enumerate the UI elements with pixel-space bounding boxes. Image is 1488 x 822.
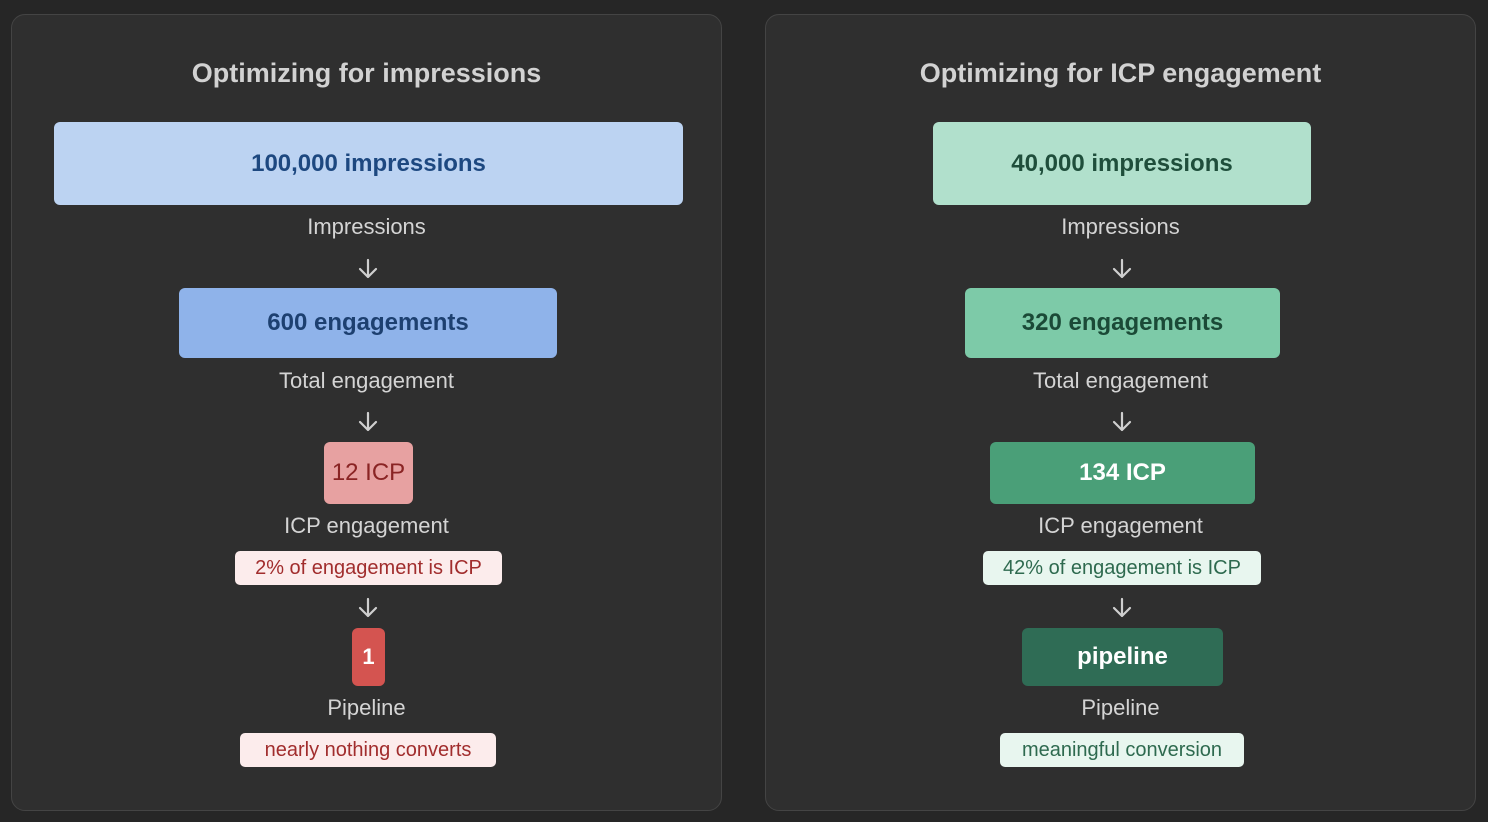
pipeline-label: Pipeline [1081,695,1160,720]
panel-title: Optimizing for impressions [191,58,542,88]
engagement-box: 320 engagements [965,288,1280,358]
engagement-label: Total engagement [1033,368,1208,393]
impressions-box: 100,000 impressions [54,122,683,205]
pipeline-note-badge: meaningful conversion [1000,733,1244,767]
icp-label: ICP engagement [1038,513,1203,538]
impressions-panel: Optimizing for impressions 100,000 impre… [11,14,722,811]
icp-box: 134 ICP [990,442,1255,504]
icp-label: ICP engagement [284,513,449,538]
down-arrow-icon [356,257,380,281]
engagement-label: Total engagement [279,368,454,393]
down-arrow-icon [1110,410,1134,434]
down-arrow-icon [1110,596,1134,620]
impressions-label: Impressions [1061,214,1180,239]
impressions-label: Impressions [307,214,426,239]
down-arrow-icon [356,410,380,434]
pipeline-note-badge: nearly nothing converts [240,733,496,767]
down-arrow-icon [1110,257,1134,281]
impressions-box: 40,000 impressions [933,122,1311,205]
icp-note-badge: 2% of engagement is ICP [235,551,502,585]
panel-title: Optimizing for ICP engagement [919,58,1322,88]
pipeline-box: 1 [352,628,385,686]
pipeline-label: Pipeline [327,695,406,720]
icp-box: 12 ICP [324,442,413,504]
icp-note-badge: 42% of engagement is ICP [983,551,1261,585]
icp-engagement-panel: Optimizing for ICP engagement 40,000 imp… [765,14,1476,811]
down-arrow-icon [356,596,380,620]
pipeline-box: pipeline [1022,628,1223,686]
engagement-box: 600 engagements [179,288,557,358]
